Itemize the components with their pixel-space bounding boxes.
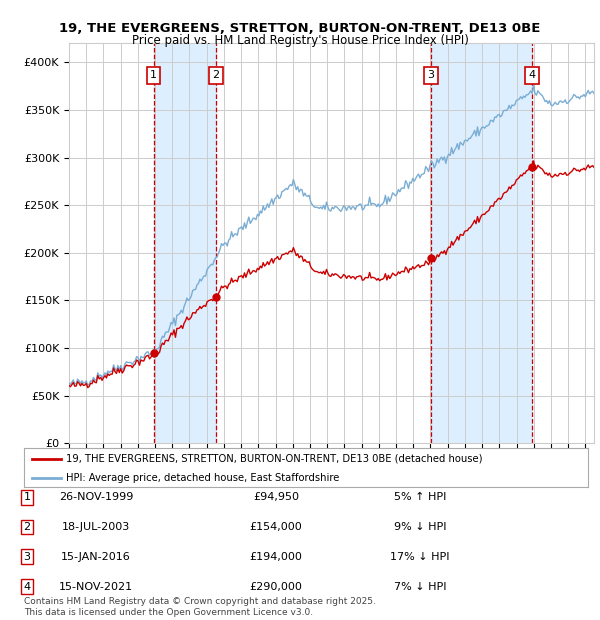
Text: 1: 1 (23, 492, 31, 502)
Text: 2: 2 (212, 71, 220, 81)
Text: Price paid vs. HM Land Registry's House Price Index (HPI): Price paid vs. HM Land Registry's House … (131, 34, 469, 47)
Text: £194,000: £194,000 (250, 552, 302, 562)
Text: 19, THE EVERGREENS, STRETTON, BURTON-ON-TRENT, DE13 0BE: 19, THE EVERGREENS, STRETTON, BURTON-ON-… (59, 22, 541, 35)
Text: 26-NOV-1999: 26-NOV-1999 (59, 492, 133, 502)
Text: 17% ↓ HPI: 17% ↓ HPI (390, 552, 450, 562)
Text: Contains HM Land Registry data © Crown copyright and database right 2025.
This d: Contains HM Land Registry data © Crown c… (24, 598, 376, 617)
Text: 18-JUL-2003: 18-JUL-2003 (62, 522, 130, 532)
Text: 4: 4 (23, 582, 31, 591)
Bar (154, 43, 216, 443)
Text: 7% ↓ HPI: 7% ↓ HPI (394, 582, 446, 591)
Text: 5% ↑ HPI: 5% ↑ HPI (394, 492, 446, 502)
Text: £154,000: £154,000 (250, 522, 302, 532)
Bar (431, 43, 532, 443)
Text: 15-NOV-2021: 15-NOV-2021 (59, 582, 133, 591)
Text: 15-JAN-2016: 15-JAN-2016 (61, 552, 131, 562)
Text: 3: 3 (428, 71, 434, 81)
Text: 9% ↓ HPI: 9% ↓ HPI (394, 522, 446, 532)
Text: 19, THE EVERGREENS, STRETTON, BURTON-ON-TRENT, DE13 0BE (detached house): 19, THE EVERGREENS, STRETTON, BURTON-ON-… (66, 454, 483, 464)
Text: 4: 4 (528, 71, 535, 81)
Text: HPI: Average price, detached house, East Staffordshire: HPI: Average price, detached house, East… (66, 473, 340, 483)
Text: 2: 2 (23, 522, 31, 532)
Text: £290,000: £290,000 (250, 582, 302, 591)
Text: £94,950: £94,950 (253, 492, 299, 502)
Text: 1: 1 (150, 71, 157, 81)
Text: 3: 3 (23, 552, 31, 562)
